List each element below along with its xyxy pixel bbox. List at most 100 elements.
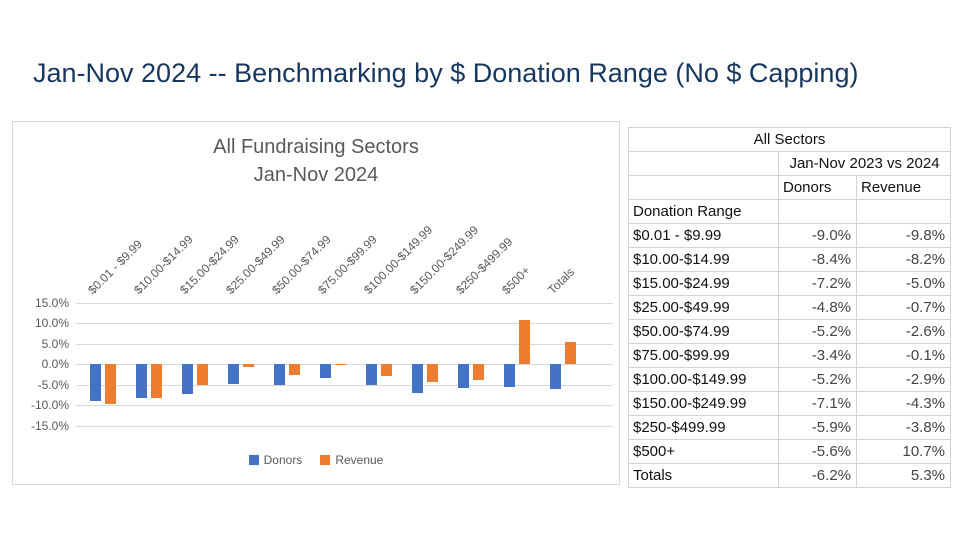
bar-revenue-3 (243, 364, 254, 367)
bar-revenue-9 (519, 320, 530, 364)
bar-donors-5 (320, 364, 331, 378)
gridline (76, 384, 613, 386)
range-cell: $100.00-$149.99 (628, 367, 779, 392)
table-title: All Sectors (627, 127, 952, 152)
x-axis-label: $500+ (499, 263, 533, 297)
range-cell: $150.00-$249.99 (628, 391, 779, 416)
table-row-8: $250-$499.99 -5.9% -3.8% (628, 415, 952, 440)
bar-revenue-6 (381, 364, 392, 376)
range-cell: $10.00-$14.99 (628, 247, 779, 272)
range-cell: $0.01 - $9.99 (628, 223, 779, 248)
range-cell: $75.00-$99.99 (628, 343, 779, 368)
table-row-2: $15.00-$24.99 -7.2% -5.0% (628, 271, 952, 296)
donors-cell: -7.2% (778, 271, 857, 296)
bar-donors-10 (550, 364, 561, 390)
bar-donors-6 (366, 364, 377, 386)
donors-cell: -5.9% (778, 415, 857, 440)
table-row-6: $100.00-$149.99 -5.2% -2.9% (628, 367, 952, 392)
chart-panel: All Fundraising Sectors Jan-Nov 2024 15.… (12, 121, 620, 485)
y-axis-tick-label: 15.0% (34, 295, 69, 310)
donors-cell: -6.2% (778, 463, 857, 488)
range-header: Donation Range (628, 199, 779, 224)
gridline (76, 343, 613, 345)
table-period-header: Jan-Nov 2023 vs 2024 (777, 151, 952, 176)
table-column-header-row: Donors Revenue (628, 175, 952, 200)
benchmark-table: All Sectors Jan-Nov 2023 vs 2024 Donors … (627, 127, 952, 488)
range-cell: $15.00-$24.99 (628, 271, 779, 296)
empty-cell (628, 175, 779, 200)
bar-donors-0 (90, 364, 101, 401)
revenue-cell: 5.3% (855, 463, 952, 488)
range-cell: $25.00-$49.99 (628, 295, 779, 320)
table-range-header-row: Donation Range (628, 199, 952, 224)
donors-cell: -7.1% (778, 391, 857, 416)
table-row-10: Totals -6.2% 5.3% (628, 463, 952, 488)
table-title-row: All Sectors (627, 127, 952, 152)
legend-item-donors: Donors (248, 453, 303, 467)
legend-label: Donors (263, 453, 303, 467)
legend-label: Revenue (335, 453, 384, 467)
range-cell: $500+ (628, 439, 779, 464)
table-row-3: $25.00-$49.99 -4.8% -0.7% (628, 295, 952, 320)
gridline (76, 425, 613, 427)
bar-revenue-2 (197, 364, 208, 385)
bar-donors-2 (182, 364, 193, 394)
y-axis-tick-label: 5.0% (41, 336, 69, 351)
revenue-cell: -2.9% (855, 367, 952, 392)
revenue-cell: -0.1% (855, 343, 952, 368)
bar-revenue-1 (151, 364, 162, 398)
chart-legend: Donors Revenue (13, 453, 619, 467)
legend-swatch-donors (248, 455, 259, 465)
donors-cell: -5.2% (778, 367, 857, 392)
bar-revenue-7 (427, 364, 438, 382)
legend-swatch-revenue (320, 455, 331, 465)
slide-title: Jan-Nov 2024 -- Benchmarking by $ Donati… (33, 58, 859, 88)
donors-cell: -5.6% (778, 439, 857, 464)
donors-cell: -9.0% (778, 223, 857, 248)
revenue-cell: -2.6% (855, 319, 952, 344)
gridline (76, 364, 613, 365)
revenue-cell: -5.0% (855, 271, 952, 296)
empty-cell (855, 199, 952, 224)
bar-donors-1 (136, 364, 147, 399)
revenue-cell: -4.3% (855, 391, 952, 416)
bar-donors-7 (412, 364, 423, 394)
revenue-cell: 10.7% (855, 439, 952, 464)
donors-cell: -8.4% (778, 247, 857, 272)
y-axis-tick-label: -15.0% (30, 418, 69, 433)
donors-cell: -5.2% (778, 319, 857, 344)
table-row-5: $75.00-$99.99 -3.4% -0.1% (628, 343, 952, 368)
bar-donors-4 (274, 364, 285, 386)
table-row-9: $500+ -5.6% 10.7% (628, 439, 952, 464)
y-axis-tick-label: -5.0% (37, 377, 69, 392)
gridline (76, 323, 613, 324)
revenue-cell: -9.8% (855, 223, 952, 248)
empty-cell (628, 151, 779, 176)
table-row-4: $50.00-$74.99 -5.2% -2.6% (628, 319, 952, 344)
table-row-0: $0.01 - $9.99 -9.0% -9.8% (628, 223, 952, 248)
range-cell: $250-$499.99 (628, 415, 779, 440)
bar-revenue-10 (565, 342, 576, 364)
empty-cell (778, 199, 857, 224)
donors-cell: -3.4% (778, 343, 857, 368)
bar-revenue-5 (335, 364, 346, 365)
range-cell: $50.00-$74.99 (628, 319, 779, 344)
gridline (76, 302, 613, 304)
column-header-revenue: Revenue (855, 175, 952, 200)
legend-item-revenue: Revenue (320, 453, 383, 467)
bar-donors-9 (504, 364, 515, 387)
y-axis-tick-label: -10.0% (30, 398, 69, 412)
bar-donors-8 (458, 364, 469, 389)
y-axis-tick-label: 0.0% (41, 357, 69, 371)
table-row-1: $10.00-$14.99 -8.4% -8.2% (628, 247, 952, 272)
range-cell: Totals (628, 463, 779, 488)
revenue-cell: -0.7% (855, 295, 952, 320)
gridline (76, 405, 613, 406)
chart-title-line-2: Jan-Nov 2024 (253, 164, 379, 186)
bar-revenue-4 (289, 364, 300, 375)
revenue-cell: -8.2% (855, 247, 952, 272)
bar-revenue-0 (105, 364, 116, 405)
table-period-row: Jan-Nov 2023 vs 2024 (628, 151, 952, 176)
donors-cell: -4.8% (778, 295, 857, 320)
